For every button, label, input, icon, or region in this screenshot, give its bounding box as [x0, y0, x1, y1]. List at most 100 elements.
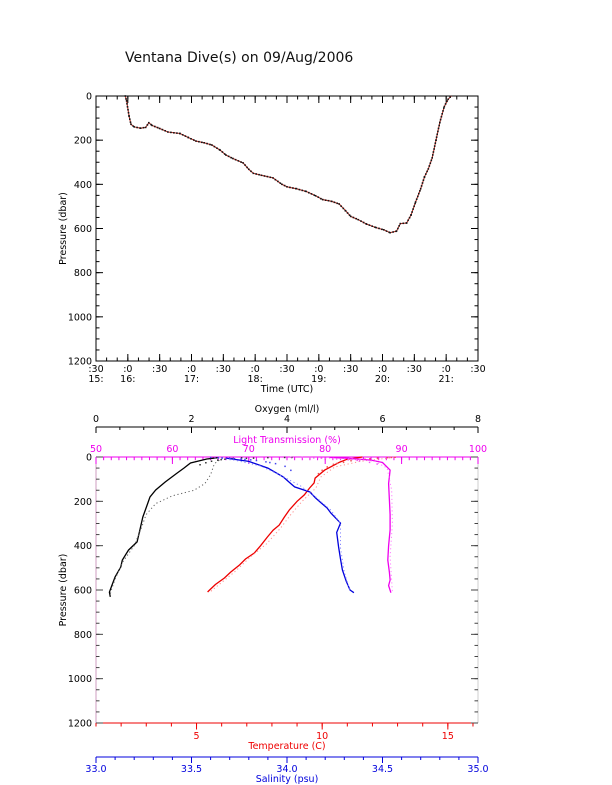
dive-profile-marker — [313, 194, 316, 196]
dive-profile-marker — [447, 98, 449, 101]
dive-profile-marker — [170, 131, 172, 134]
series-salinity-upcast — [214, 457, 351, 592]
salinity-surface-scatter-point — [284, 465, 286, 468]
salinity-axis-label: Salinity (psu) — [256, 774, 319, 785]
dive-profile-marker — [421, 182, 424, 184]
dive-profile-marker — [381, 228, 383, 231]
pressure-tick-label: 400 — [74, 541, 92, 552]
salinity-axis: 33.0 33.5 34.0 34.5 35.0 Salinity (psu) — [85, 756, 489, 785]
dive-profile-marker — [136, 126, 138, 129]
dive-profile-marker — [336, 202, 338, 205]
dive-profile-marker — [419, 187, 422, 190]
dive-profile-marker — [142, 126, 145, 129]
dive-profile-marker — [158, 127, 161, 130]
temperature-surface-scatter-point — [336, 462, 338, 464]
oxygen-axis-label: Oxygen (ml/l) — [255, 404, 320, 415]
dive-profile-marker — [433, 148, 435, 150]
light-transmission-tick-label: 100 — [469, 444, 487, 455]
series-salinity-surface-scatter — [209, 456, 292, 472]
dive-profile-marker — [374, 226, 376, 228]
dive-profile-marker — [392, 231, 394, 233]
time-axis-label: Time (UTC) — [260, 384, 314, 395]
dive-profile-marker — [283, 184, 286, 187]
salinity-surface-scatter-point — [229, 457, 231, 459]
time-tick-minute-label: :0 — [251, 364, 260, 375]
time-tick-hour-label: 20: — [375, 374, 390, 385]
dive-profile-marker — [410, 214, 412, 216]
dive-profile-marker — [274, 178, 277, 181]
salinity-surface-scatter-point — [209, 456, 212, 459]
oxygen-surface-scatter-point — [291, 456, 293, 459]
temperature-surface-scatter-point — [390, 456, 392, 459]
dive-profile-marker — [225, 154, 227, 156]
light-transmission-surface-scatter-point — [376, 463, 378, 465]
oxygen-surface-scatter-point — [220, 458, 222, 461]
oxygen-surface-scatter-point — [267, 456, 269, 459]
dive-profile-marker — [286, 186, 288, 188]
time-tick-minute-label: :0 — [442, 364, 451, 375]
dive-profile-marker — [437, 127, 440, 130]
dive-profile-marker — [324, 199, 327, 201]
dive-profile-marker — [440, 115, 443, 118]
dive-profile-marker — [413, 205, 415, 208]
dive-profile-marker — [240, 161, 242, 163]
series-temperature-downcast — [207, 456, 363, 593]
dive-profile-marker — [295, 187, 298, 190]
time-tick-minute-label: :0 — [378, 364, 387, 375]
dive-profile-marker — [201, 141, 203, 144]
dive-profile-marker — [352, 216, 355, 219]
pressure-axis-label: Pressure (dbar) — [58, 554, 69, 627]
dive-profile-marker — [348, 214, 351, 216]
dive-profile-marker — [150, 123, 152, 126]
dive-profile-marker — [412, 208, 414, 210]
dive-profile-marker — [167, 131, 169, 133]
pressure-tick-label: 600 — [74, 224, 92, 235]
pressure-tick-label: 800 — [74, 630, 92, 641]
dive-profile-marker — [428, 165, 431, 167]
dive-profile-marker — [388, 231, 390, 234]
time-tick-minute-label: :0 — [314, 364, 323, 375]
salinity-surface-scatter-point — [269, 461, 271, 464]
dive-profile-marker — [227, 155, 230, 158]
oxygen-surface-scatter-point — [217, 459, 219, 461]
time-tick-hour-label: 16: — [120, 374, 135, 385]
series-salinity-downcast — [225, 457, 355, 594]
series-light-transmission-downcast — [328, 456, 392, 593]
dive-profile-line — [124, 95, 452, 234]
light-transmission-surface-scatter-point — [351, 458, 353, 461]
dive-profile-marker — [422, 179, 425, 181]
time-tick-minute-label: :30 — [343, 364, 358, 375]
dive-profile-marker — [442, 110, 444, 112]
dive-profile-marker — [414, 201, 417, 203]
oxygen-surface-scatter-point — [205, 462, 207, 464]
temperature-surface-scatter-point — [332, 463, 335, 466]
light-transmission-axis: 50 60 70 80 90 100 Light Transmission (%) — [90, 435, 487, 464]
dive-profile-marker — [144, 126, 147, 129]
oxygen-tick-label: 8 — [475, 414, 481, 425]
oxygen-tick-label: 0 — [93, 414, 99, 425]
salinity-surface-scatter-point — [217, 456, 219, 459]
dive-profile-marker — [173, 132, 175, 134]
dive-profile-marker — [357, 218, 360, 221]
dive-profile-marker — [432, 151, 435, 153]
pressure-tick-label: 1200 — [68, 357, 92, 368]
dive-profile-marker — [433, 145, 436, 147]
temperature-surface-scatter-point — [342, 461, 345, 464]
dive-profile-marker — [419, 190, 421, 192]
oxygen-surface-scatter-point — [199, 464, 201, 466]
dive-profile-marker — [429, 162, 432, 164]
dive-profile-marker — [398, 225, 400, 227]
time-tick-hour-label: 17: — [184, 374, 199, 385]
dive-profile-marker — [425, 173, 427, 175]
light-transmission-tick-label: 70 — [243, 444, 255, 455]
light-transmission-surface-scatter-point — [368, 461, 371, 464]
dive-profile-marker — [289, 186, 291, 189]
dive-profile-marker — [184, 135, 187, 137]
dive-profile-marker — [342, 207, 345, 210]
dive-profile-marker — [444, 103, 447, 105]
temperature-surface-scatter-point — [317, 472, 320, 475]
pressure-tick-label: 1000 — [68, 312, 92, 323]
dive-profile-marker — [360, 220, 362, 222]
dive-profile-marker — [151, 124, 153, 127]
